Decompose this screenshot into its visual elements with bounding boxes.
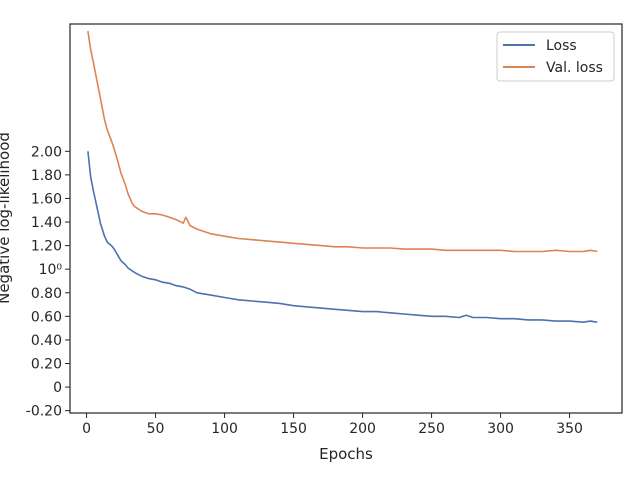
y-tick-label: -0.20 — [26, 404, 62, 420]
x-tick-label: 350 — [556, 421, 583, 437]
plot-border — [69, 23, 623, 414]
plot-frame — [69, 23, 623, 414]
y-tick-label: 0 — [53, 380, 62, 396]
legend: Loss Val. loss — [496, 31, 615, 82]
y-tick-label: 2.00 — [31, 144, 62, 160]
y-tick-label: 1.80 — [31, 168, 62, 184]
y-tick-label: 0.80 — [31, 286, 62, 302]
x-axis-ticks: 0 50 100 150 200 250 300 350 — [82, 413, 583, 437]
legend-label: Val. loss — [546, 60, 603, 76]
y-axis-ticks: -0.20 0 0.20 0.40 0.60 0.80 10⁰ 1.20 1.40 1.60 1.8… — [26, 144, 70, 420]
x-tick-label: 150 — [280, 421, 307, 437]
series-layer — [87, 30, 598, 324]
y-tick-label: 1.40 — [31, 215, 62, 231]
y-tick-label: 1.20 — [31, 239, 62, 255]
y-tick-label: 1.60 — [31, 191, 62, 207]
y-tick-label: 0.40 — [31, 333, 62, 349]
x-axis-label: Epochs — [319, 445, 373, 463]
x-tick-label: 50 — [147, 421, 165, 437]
y-axis-label: Negative log-likelihood — [0, 132, 13, 304]
x-tick-label: 100 — [211, 421, 238, 437]
legend-label: Loss — [546, 38, 577, 54]
y-tick-label: 0.60 — [31, 309, 62, 325]
series-line-2 — [87, 30, 598, 253]
y-tick-label: 10⁰ — [39, 262, 63, 278]
x-tick-label: 250 — [418, 421, 445, 437]
x-tick-label: 300 — [487, 421, 514, 437]
x-tick-label: 0 — [82, 421, 91, 437]
series-line-1 — [87, 151, 598, 324]
x-tick-label: 200 — [349, 421, 376, 437]
y-tick-label: 0.20 — [31, 356, 62, 372]
